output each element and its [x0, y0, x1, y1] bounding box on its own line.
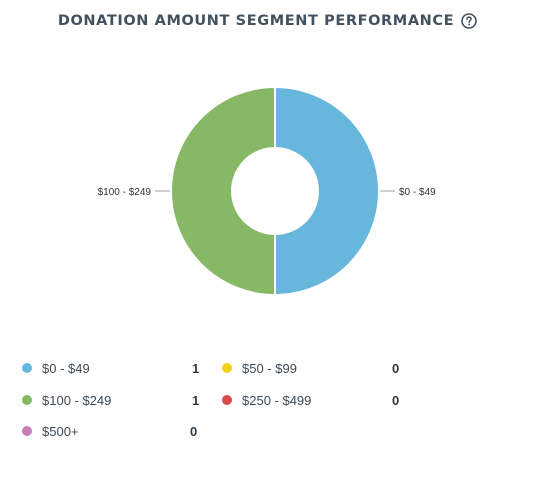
- donut-slices: [170, 85, 380, 297]
- legend-label: $250 - $499: [242, 392, 312, 408]
- legend-label: $100 - $249: [42, 392, 112, 408]
- legend-count: 0: [190, 423, 198, 439]
- legend-swatch: [222, 363, 232, 373]
- donut-slice-labels: $0 - $49 $100 - $249: [98, 187, 437, 198]
- legend-swatch: [222, 395, 232, 405]
- donut-slice-0-49[interactable]: [274, 85, 380, 297]
- legend-count: 1: [192, 392, 200, 408]
- chart-title: DONATION AMOUNT SEGMENT PERFORMANCE: [57, 13, 455, 29]
- legend-item-50-99[interactable]: $50 - $99 0: [222, 358, 399, 378]
- question-circle-icon[interactable]: [461, 13, 477, 29]
- legend-label: $50 - $99: [242, 360, 297, 376]
- legend-item-250-499[interactable]: $250 - $499 0: [222, 390, 399, 410]
- legend-swatch: [22, 363, 32, 373]
- legend-swatch: [22, 426, 32, 436]
- legend-label: $500+: [42, 423, 79, 439]
- slice-label-100-249: $100 - $249: [98, 187, 152, 198]
- legend-item-500-plus[interactable]: $500+ 0: [22, 421, 197, 441]
- legend-label: $0 - $49: [42, 360, 90, 376]
- legend-count: 0: [392, 392, 400, 408]
- legend-swatch: [22, 395, 32, 405]
- donut-chart: $0 - $49 $100 - $249: [98, 85, 437, 297]
- slice-label-0-49: $0 - $49: [399, 187, 436, 198]
- legend-count: 1: [192, 360, 200, 376]
- legend-item-0-49[interactable]: $0 - $49 1: [22, 358, 199, 378]
- chart-header: DONATION AMOUNT SEGMENT PERFORMANCE: [0, 10, 535, 32]
- legend-item-100-249[interactable]: $100 - $249 1: [22, 390, 199, 410]
- legend-count: 0: [392, 360, 400, 376]
- donut-slice-100-249[interactable]: [170, 85, 276, 297]
